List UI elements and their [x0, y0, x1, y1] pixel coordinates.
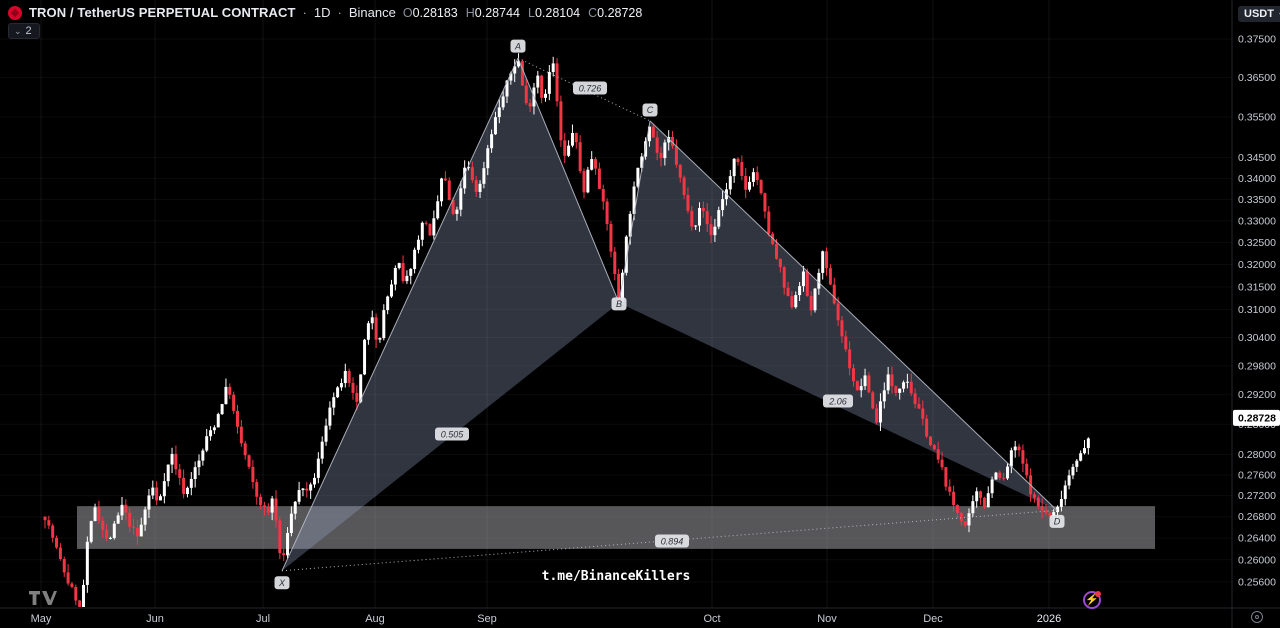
notification-dot	[1095, 591, 1101, 597]
svg-text:0.27600: 0.27600	[1238, 469, 1276, 481]
svg-text:0.33500: 0.33500	[1238, 194, 1276, 206]
svg-text:0.29200: 0.29200	[1238, 389, 1276, 401]
svg-text:0.25600: 0.25600	[1238, 576, 1276, 588]
chevron-down-icon: ▾	[1279, 10, 1280, 19]
svg-text:Dec: Dec	[923, 613, 943, 625]
svg-text:0.37500: 0.37500	[1238, 34, 1276, 46]
svg-text:2026: 2026	[1037, 613, 1061, 625]
svg-text:0.26800: 0.26800	[1238, 511, 1276, 523]
interval-label[interactable]: 1D	[313, 5, 331, 20]
svg-text:Aug: Aug	[365, 613, 385, 625]
currency-label: USDT	[1244, 8, 1274, 20]
svg-text:0.28728: 0.28728	[1238, 413, 1276, 425]
watermark-text: t.me/BinanceKillers	[541, 569, 691, 584]
svg-text:2.06: 2.06	[828, 396, 847, 406]
svg-text:0.894: 0.894	[661, 536, 684, 546]
separator-dot: ·	[337, 5, 342, 20]
svg-text:0.34000: 0.34000	[1238, 173, 1276, 185]
svg-text:0.27200: 0.27200	[1238, 490, 1276, 502]
svg-text:Oct: Oct	[703, 613, 720, 625]
svg-text:D: D	[1054, 517, 1061, 527]
chart-header: TRON / TetherUS PERPETUAL CONTRACT · 1D …	[8, 5, 642, 20]
collapsed-indicators-button[interactable]: ⌄ 2	[8, 23, 40, 39]
boost-flash-button[interactable]: ⚡	[1083, 591, 1101, 609]
svg-text:Jul: Jul	[256, 613, 270, 625]
svg-text:0.726: 0.726	[579, 83, 602, 93]
svg-text:0.28000: 0.28000	[1238, 449, 1276, 461]
symbol-title[interactable]: TRON / TetherUS PERPETUAL CONTRACT	[29, 5, 296, 20]
separator-dot: ·	[302, 5, 307, 20]
svg-text:0.32000: 0.32000	[1238, 259, 1276, 271]
svg-text:0.36500: 0.36500	[1238, 72, 1276, 84]
svg-text:C: C	[647, 105, 654, 115]
svg-text:0.31000: 0.31000	[1238, 304, 1276, 316]
svg-text:0.505: 0.505	[441, 429, 465, 439]
svg-text:0.26000: 0.26000	[1238, 554, 1276, 566]
svg-text:A: A	[514, 41, 521, 51]
close-value: C0.28728	[588, 5, 643, 20]
ohlc-values: O0.28183 H0.28744 L0.28104 C0.28728	[403, 6, 643, 20]
exchange-label[interactable]: Binance	[348, 5, 396, 20]
svg-text:0.26400: 0.26400	[1238, 533, 1276, 545]
svg-text:X: X	[278, 578, 286, 588]
axis-settings-icon[interactable]	[1251, 611, 1263, 623]
svg-text:0.30400: 0.30400	[1238, 332, 1276, 344]
chevron-down-icon: ⌄	[14, 25, 22, 36]
svg-text:0.34500: 0.34500	[1238, 152, 1276, 164]
svg-text:0.31500: 0.31500	[1238, 281, 1276, 293]
currency-unit-button[interactable]: USDT ▾	[1238, 6, 1280, 22]
open-value: O0.28183	[402, 5, 458, 20]
svg-text:Nov: Nov	[817, 613, 837, 625]
low-value: L0.28104	[527, 5, 581, 20]
svg-text:Jun: Jun	[146, 613, 164, 625]
tron-coin-icon	[8, 5, 22, 20]
svg-text:0.35500: 0.35500	[1238, 111, 1276, 123]
tradingview-logo	[29, 591, 57, 605]
svg-text:0.32500: 0.32500	[1238, 237, 1276, 249]
svg-text:B: B	[616, 299, 622, 309]
svg-text:0.29800: 0.29800	[1238, 360, 1276, 372]
svg-text:May: May	[31, 613, 52, 625]
svg-text:0.33000: 0.33000	[1238, 215, 1276, 227]
svg-text:Sep: Sep	[477, 613, 497, 625]
indicator-count: 2	[25, 25, 32, 37]
high-value: H0.28744	[465, 5, 520, 20]
lightning-icon: ⚡	[1085, 593, 1099, 606]
